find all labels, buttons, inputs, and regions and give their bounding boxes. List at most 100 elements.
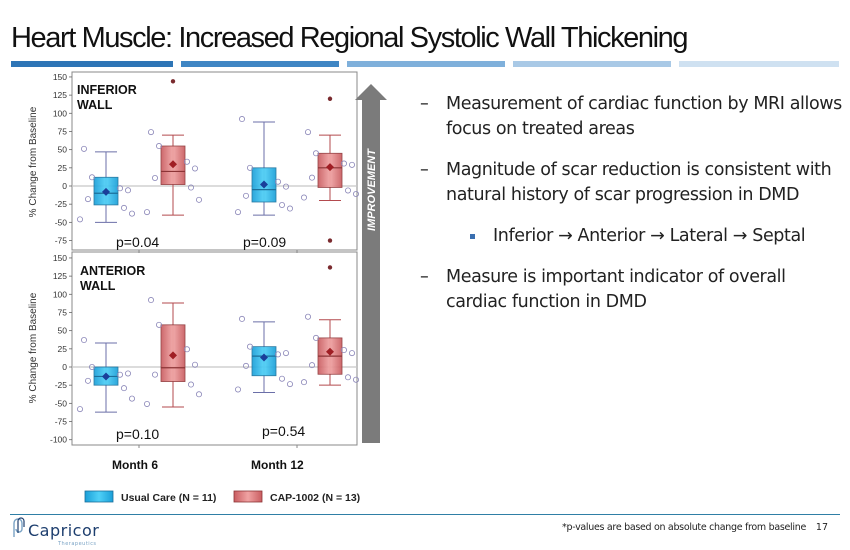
data-point	[238, 315, 245, 322]
data-point	[242, 362, 249, 369]
legend-swatch-usual-care	[84, 490, 114, 503]
title-bar-segment	[679, 61, 839, 67]
data-point	[125, 187, 132, 194]
bullet-text: Measurement of cardiac function by MRI a…	[446, 94, 842, 139]
data-point	[304, 129, 311, 136]
data-point	[117, 185, 124, 192]
data-point	[348, 350, 355, 357]
bullet-text: Magnitude of scar reduction is consisten…	[446, 160, 832, 205]
data-point	[143, 209, 150, 216]
data-point	[246, 343, 253, 350]
y-tick-label: 100	[53, 108, 67, 118]
mean-marker	[326, 163, 334, 172]
data-point	[151, 371, 158, 378]
square-bullet-icon	[470, 234, 475, 239]
mean-marker	[102, 372, 110, 381]
company-logo: Capricor Therapeutics	[10, 517, 99, 547]
y-tick-label: 100	[53, 289, 67, 299]
data-point	[121, 385, 128, 392]
mean-marker	[260, 353, 268, 362]
x-label-month6: Month 6	[112, 458, 158, 472]
data-point	[183, 346, 190, 353]
bullet-list: – Measurement of cardiac function by MRI…	[420, 92, 850, 331]
data-point	[278, 201, 285, 208]
improvement-label: IMPROVEMENT	[366, 148, 378, 231]
data-point	[274, 351, 281, 358]
outlier-point	[170, 79, 176, 84]
data-point	[274, 178, 281, 185]
panel-label-inferior-line2: WALL	[77, 98, 113, 112]
y-tick-label: -75	[55, 417, 68, 427]
data-point	[234, 386, 241, 393]
plot-frame	[71, 71, 358, 251]
data-point	[344, 374, 351, 381]
data-point	[242, 192, 249, 199]
data-point	[143, 400, 150, 407]
mean-marker	[169, 160, 177, 169]
y-tick-label: 150	[53, 253, 67, 263]
data-point	[187, 184, 194, 191]
data-point	[89, 174, 96, 181]
outlier-point	[327, 265, 333, 270]
panel-label-anterior-line2: WALL	[80, 279, 116, 293]
outlier-point	[327, 96, 333, 101]
data-point	[147, 297, 154, 304]
y-axis-label-top: % Change from Baseline	[28, 106, 39, 217]
data-point	[304, 313, 311, 320]
p-value-inferior-m6: p=0.04	[116, 234, 159, 250]
data-point	[286, 205, 293, 212]
data-point	[191, 165, 198, 172]
mean-marker	[260, 180, 268, 189]
bullet-item: – Measurement of cardiac function by MRI…	[420, 92, 850, 142]
y-tick-label: 150	[53, 72, 67, 82]
y-tick-label: 75	[58, 126, 68, 136]
data-point	[151, 175, 158, 182]
data-point	[191, 361, 198, 368]
data-point	[81, 145, 88, 152]
data-point	[195, 196, 202, 203]
data-point	[348, 161, 355, 168]
data-point	[234, 209, 241, 216]
legend-label-usual-care: Usual Care (N = 11)	[121, 492, 216, 504]
y-tick-label: -100	[50, 435, 67, 445]
data-point	[183, 158, 190, 165]
logo-subtitle: Therapeutics	[58, 541, 97, 547]
panel-label-inferior-line1: INFERIOR	[77, 83, 137, 97]
y-tick-label: 0	[62, 362, 67, 372]
mean-marker	[169, 351, 177, 360]
data-point	[155, 143, 162, 150]
y-tick-label: -50	[55, 217, 68, 227]
panel-label-anterior-line1: ANTERIOR	[80, 264, 145, 278]
page-number: 17	[815, 522, 828, 533]
bullet-item: – Measure is important indicator of over…	[420, 265, 850, 315]
data-point	[195, 391, 202, 398]
p-value-anterior-m6: p=0.10	[116, 426, 159, 442]
dash-icon: –	[420, 94, 429, 114]
box-iqr	[160, 324, 186, 382]
y-tick-label: 50	[58, 326, 68, 336]
data-point	[85, 377, 92, 384]
data-point	[77, 406, 84, 413]
data-point	[85, 196, 92, 203]
y-tick-label: 125	[53, 90, 67, 100]
p-value-anterior-m12: p=0.54	[262, 423, 305, 439]
data-point	[282, 183, 289, 190]
y-tick-label: -25	[55, 199, 68, 209]
y-tick-label: 0	[62, 181, 67, 191]
footnote: *p-values are based on absolute change f…	[562, 522, 806, 533]
mean-marker	[102, 187, 110, 196]
data-point	[81, 337, 88, 344]
logo-mark-icon	[13, 517, 25, 537]
data-point	[128, 210, 135, 217]
data-point	[125, 370, 132, 377]
bullet-text: Measure is important indicator of overal…	[446, 267, 786, 312]
title-bar-segment	[11, 61, 173, 67]
data-point	[312, 150, 319, 157]
x-label-month12: Month 12	[251, 458, 304, 472]
y-tick-label: 75	[58, 307, 68, 317]
data-point	[89, 363, 96, 370]
y-tick-label: 25	[58, 163, 68, 173]
title-bar-segment	[513, 61, 671, 67]
data-point	[155, 321, 162, 328]
